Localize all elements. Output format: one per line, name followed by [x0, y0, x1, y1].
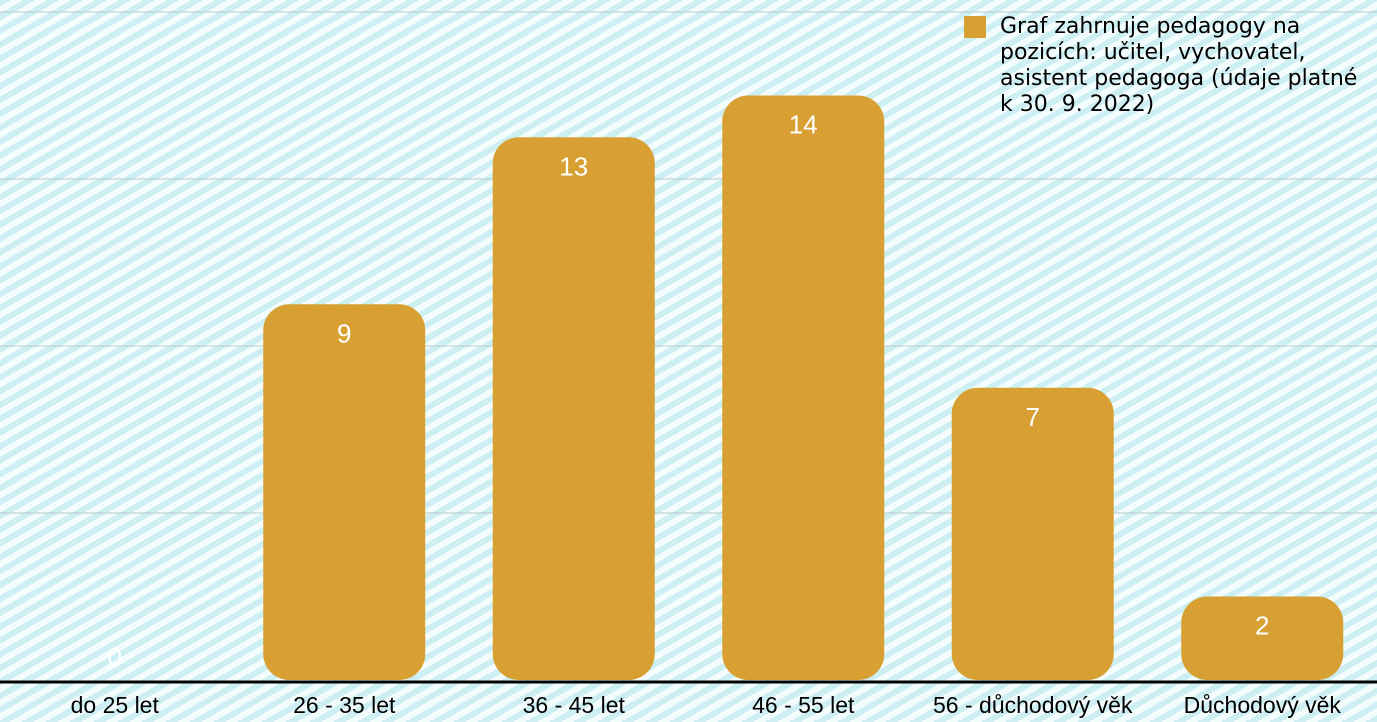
bar — [1181, 596, 1344, 680]
legend-label: Graf zahrnuje pedagogy na pozicích: učit… — [1000, 14, 1358, 117]
x-tick-label: 36 - 45 let — [523, 692, 626, 718]
bar — [492, 137, 655, 680]
gridlines — [0, 11, 1377, 514]
bar — [722, 95, 885, 680]
data-label: 9 — [337, 318, 351, 348]
data-labels: 0 9 13 14 7 2 — [108, 110, 1270, 673]
data-label: 0 — [108, 642, 122, 672]
x-tick-label: Důchodový věk — [1184, 692, 1342, 718]
data-label: 2 — [1255, 611, 1269, 641]
x-tick-label: 46 - 55 let — [752, 692, 855, 718]
x-axis-tick-labels: do 25 let 26 - 35 let 36 - 45 let 46 - 55 l… — [71, 692, 1342, 718]
bar — [951, 387, 1114, 680]
bar — [263, 304, 426, 680]
x-tick-label: 26 - 35 let — [293, 692, 396, 718]
data-label: 13 — [559, 151, 588, 181]
x-tick-label: 56 - důchodový věk — [933, 692, 1133, 718]
data-label: 14 — [789, 110, 818, 140]
legend: Graf zahrnuje pedagogy na pozicích: učit… — [964, 14, 1364, 118]
bars — [263, 95, 1344, 680]
x-tick-label: do 25 let — [71, 692, 160, 718]
data-label: 7 — [1026, 402, 1040, 432]
legend-swatch — [964, 16, 986, 38]
